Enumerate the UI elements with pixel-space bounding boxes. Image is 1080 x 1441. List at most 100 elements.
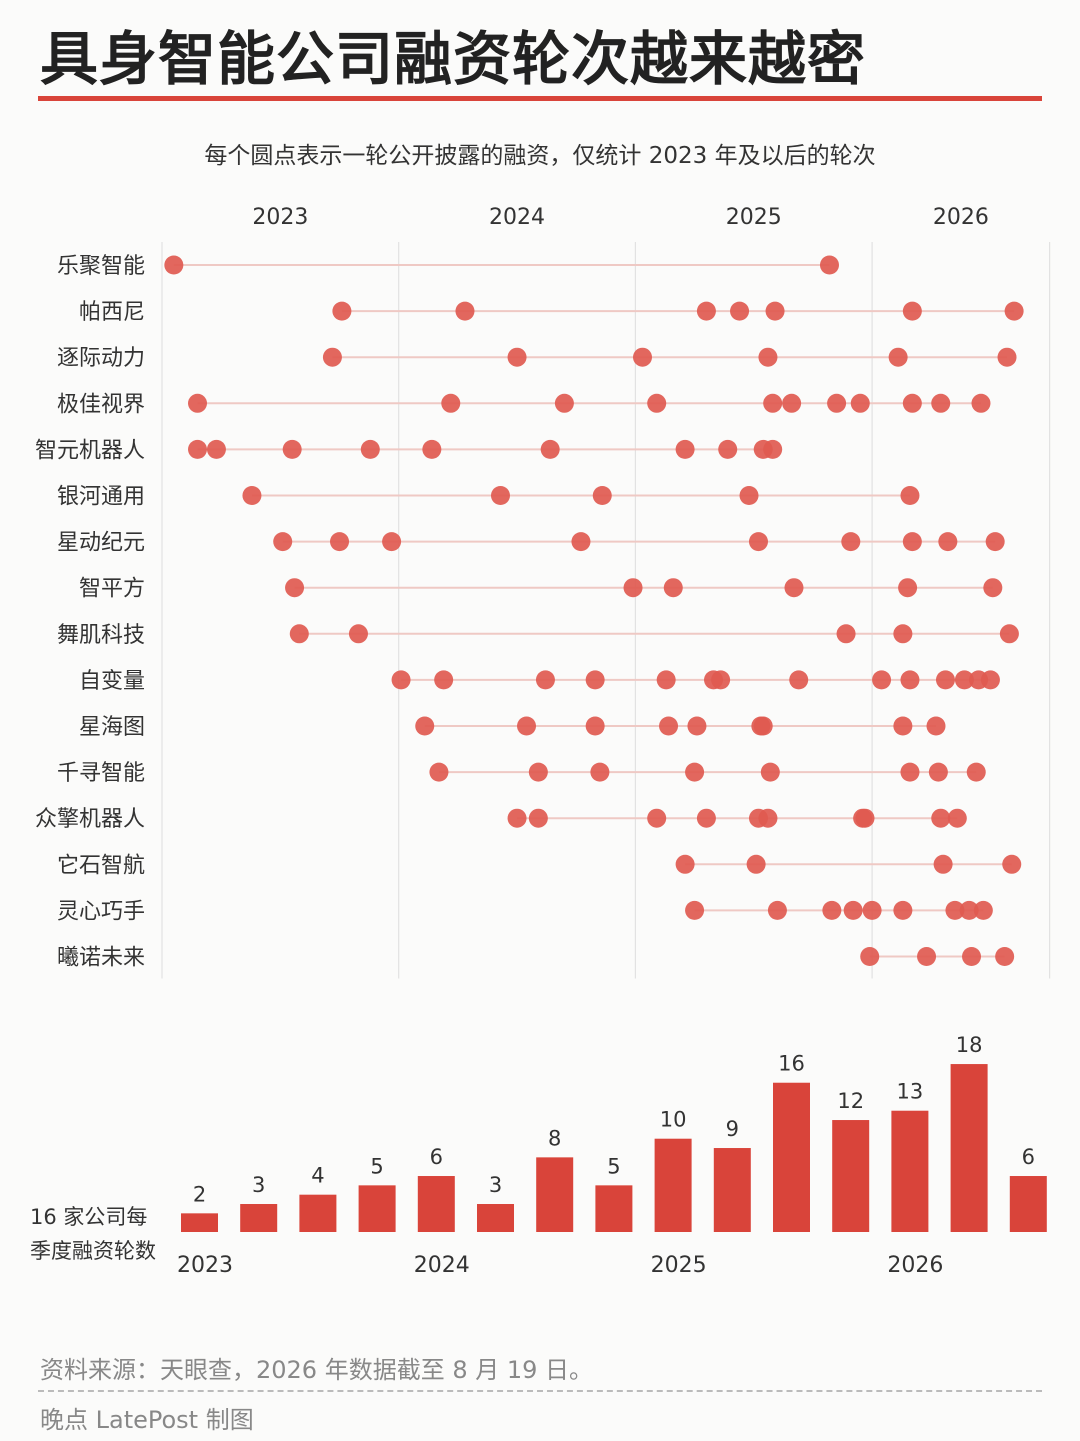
company-label-13: 它石智航 — [57, 853, 145, 878]
funding-dot — [898, 578, 918, 598]
funding-dot — [663, 578, 683, 598]
bar-axis-year-2025: 2025 — [651, 1253, 707, 1278]
company-label-12: 众擎机器人 — [35, 807, 145, 832]
bar-2025Q1 — [654, 1138, 692, 1232]
funding-dot — [900, 670, 920, 690]
bar-2026Q1 — [891, 1110, 929, 1232]
funding-dot — [995, 947, 1015, 966]
bar-2023Q4 — [358, 1185, 396, 1232]
funding-dot — [164, 255, 184, 275]
funding-dot — [422, 439, 442, 459]
funding-dot — [767, 900, 787, 920]
funding-dot — [893, 624, 913, 644]
funding-dot — [647, 808, 667, 828]
company-label-9: 自变量 — [79, 669, 145, 694]
bar-2024Q4 — [595, 1185, 633, 1232]
funding-dot — [841, 532, 861, 552]
funding-dot — [507, 347, 527, 367]
company-label-1: 帕西尼 — [79, 300, 145, 325]
title-underline — [38, 96, 1042, 101]
funding-dot — [959, 900, 979, 920]
funding-dot — [590, 762, 610, 782]
company-label-11: 千寻智能 — [57, 761, 145, 786]
funding-dot — [945, 900, 965, 920]
funding-dot — [753, 716, 773, 736]
funding-dot — [902, 393, 922, 413]
dot-axis-year-2024: 2024 — [489, 205, 545, 230]
funding-dot — [687, 716, 707, 736]
bar-2025Q4 — [832, 1120, 870, 1232]
funding-dot — [441, 393, 461, 413]
funding-dot — [730, 301, 750, 321]
funding-dot — [760, 762, 780, 782]
funding-dot — [782, 393, 802, 413]
funding-dot — [273, 532, 293, 552]
funding-dot — [415, 716, 435, 736]
funding-dot — [893, 900, 913, 920]
bar-value-label: 18 — [956, 1033, 983, 1057]
chart-subtitle: 每个圆点表示一轮公开披露的融资，仅统计 2023 年及以后的轮次 — [204, 143, 876, 169]
chart-credit: 晚点 LatePost 制图 — [40, 1406, 254, 1434]
funding-dot — [188, 439, 208, 459]
bar-chart-title-line-0: 16 家公司每 — [30, 1205, 147, 1229]
funding-dot — [656, 670, 676, 690]
company-label-10: 星海图 — [79, 715, 145, 740]
funding-dot — [983, 578, 1003, 598]
funding-dot — [1002, 854, 1022, 874]
funding-dot — [188, 393, 208, 413]
funding-dot — [585, 670, 605, 690]
funding-dot — [429, 762, 449, 782]
funding-dot — [902, 301, 922, 321]
funding-dot — [659, 716, 679, 736]
company-label-7: 智平方 — [79, 577, 145, 602]
bar-2024Q3 — [536, 1157, 574, 1232]
funding-dot — [746, 854, 766, 874]
bar-2026Q2 — [950, 1064, 988, 1232]
funding-dot — [971, 393, 991, 413]
funding-dot — [391, 670, 411, 690]
funding-dot — [827, 393, 847, 413]
funding-dot — [535, 670, 555, 690]
company-label-3: 极佳视界 — [57, 392, 145, 417]
funding-dot — [985, 532, 1005, 552]
company-label-2: 逐际动力 — [57, 346, 145, 371]
funding-dot — [999, 624, 1019, 644]
funding-dot — [282, 439, 302, 459]
bar-value-label: 4 — [311, 1164, 324, 1188]
funding-dot — [933, 854, 953, 874]
funding-dot — [843, 900, 863, 920]
bar-value-label: 5 — [607, 1154, 620, 1178]
bar-value-label: 6 — [1022, 1145, 1035, 1169]
bar-axis-year-2024: 2024 — [414, 1253, 470, 1278]
funding-dot — [455, 301, 475, 321]
funding-dot — [836, 624, 856, 644]
funding-dot — [973, 900, 993, 920]
funding-dot — [382, 532, 402, 552]
funding-dot — [348, 624, 368, 644]
funding-dot — [954, 670, 974, 690]
company-label-5: 银河通用 — [57, 485, 145, 510]
bar-value-label: 6 — [430, 1145, 443, 1169]
funding-dot — [931, 393, 951, 413]
data-source-note: 资料来源：天眼查，2026 年数据截至 8 月 19 日。 — [40, 1356, 594, 1384]
bar-value-label: 12 — [837, 1089, 864, 1113]
dot-axis-year-2026: 2026 — [933, 205, 989, 230]
bar-2023Q1 — [181, 1213, 218, 1232]
bar-2024Q1 — [417, 1176, 455, 1232]
bar-value-label: 10 — [660, 1108, 687, 1132]
funding-dot — [758, 808, 778, 828]
funding-dot — [980, 670, 1000, 690]
bar-axis-year-2026: 2026 — [887, 1253, 943, 1278]
funding-dot — [528, 808, 548, 828]
funding-dot — [289, 624, 309, 644]
funding-dot — [711, 670, 731, 690]
funding-dot — [928, 762, 948, 782]
dot-axis-year-2025: 2025 — [726, 205, 782, 230]
funding-dot — [938, 532, 958, 552]
funding-dot — [490, 486, 510, 505]
funding-dot — [540, 439, 560, 459]
funding-dot — [592, 486, 612, 505]
funding-dot — [789, 670, 809, 690]
funding-dot — [647, 393, 667, 413]
funding-dot — [765, 301, 785, 321]
